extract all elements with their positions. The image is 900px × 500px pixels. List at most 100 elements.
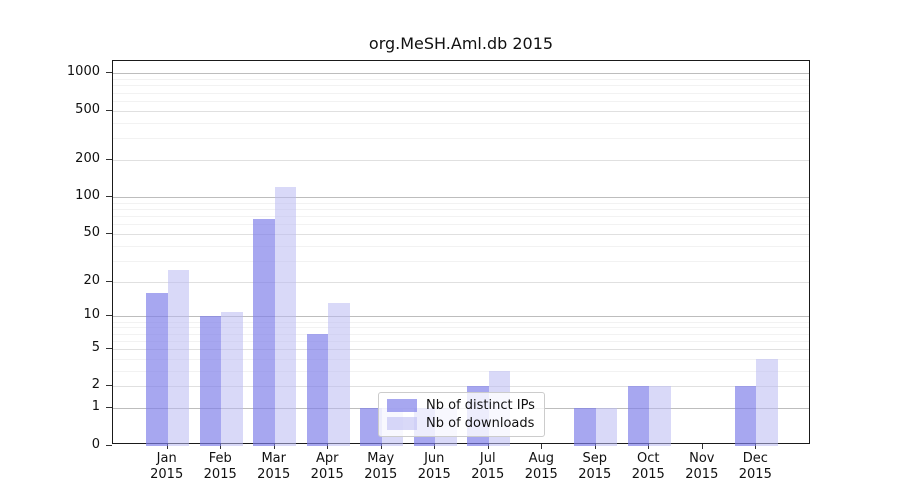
bar-downloads <box>221 311 243 446</box>
x-tick-label-year: 2015 <box>524 467 558 482</box>
x-tick-label-year: 2015 <box>417 467 451 482</box>
gridline-minor <box>113 260 809 262</box>
legend-row-distinct-ips: Nb of distinct IPs <box>387 398 536 413</box>
x-tick-label-year: 2015 <box>257 467 291 482</box>
gridline <box>113 196 809 198</box>
gridline-minor <box>113 327 809 329</box>
x-tick-label-year: 2015 <box>738 467 772 482</box>
y-tick-label: 2 <box>91 377 100 393</box>
bar-downloads <box>649 386 671 446</box>
y-tick-mark <box>106 315 112 317</box>
y-tick-mark <box>106 109 112 111</box>
legend-label-downloads: Nb of downloads <box>426 416 535 431</box>
y-tick-mark <box>106 407 112 409</box>
gridline-minor <box>113 138 809 140</box>
x-tick-label-month: Jul <box>479 451 496 466</box>
x-tick-label-year: 2015 <box>685 467 719 482</box>
gridline-minor <box>113 85 809 87</box>
gridline <box>113 349 809 350</box>
y-tick-label: 20 <box>83 272 100 288</box>
x-tick-mark <box>380 444 382 449</box>
legend: Nb of distinct IPs Nb of downloads <box>378 392 545 437</box>
bar-distinct-ips <box>306 333 329 446</box>
y-tick-label: 100 <box>75 187 100 203</box>
bar-distinct-ips <box>146 292 168 446</box>
x-tick-label-year: 2015 <box>631 467 665 482</box>
bar-downloads <box>167 270 190 446</box>
y-tick-mark <box>106 348 112 349</box>
y-tick-label: 10 <box>83 307 100 323</box>
bar-distinct-ips <box>253 219 275 446</box>
bar-distinct-ips <box>574 408 596 446</box>
bar-downloads <box>274 187 297 446</box>
x-tick-mark <box>273 444 275 449</box>
x-tick-mark <box>434 444 436 449</box>
bar-distinct-ips <box>734 386 757 446</box>
bar-distinct-ips <box>199 316 222 446</box>
bar-distinct-ips <box>627 386 650 446</box>
gridline-minor <box>113 245 809 247</box>
bar-downloads <box>756 358 778 446</box>
legend-swatch-downloads <box>387 417 417 430</box>
gridline-minor <box>113 215 809 217</box>
x-tick-mark <box>701 444 703 449</box>
y-tick-mark <box>106 232 112 234</box>
x-tick-label-month: Feb <box>208 451 232 466</box>
y-tick-mark <box>106 158 112 160</box>
gridline-minor <box>113 224 809 226</box>
gridline <box>113 281 809 283</box>
x-tick-label-year: 2015 <box>578 467 612 482</box>
gridline-minor <box>113 321 809 323</box>
gridline-minor <box>113 92 809 94</box>
gridline-minor <box>113 358 809 360</box>
x-tick-label-month: Apr <box>315 451 339 466</box>
gridline <box>113 386 809 388</box>
x-tick-label-year: 2015 <box>471 467 505 482</box>
y-tick-label: 1 <box>91 399 100 415</box>
x-tick-label-month: Dec <box>742 451 768 466</box>
gridline <box>113 316 809 318</box>
x-tick-label-year: 2015 <box>310 467 344 482</box>
y-tick-mark <box>106 72 112 74</box>
bar-downloads <box>595 408 618 446</box>
x-tick-label-month: May <box>367 451 395 466</box>
chart-title: org.MeSH.Aml.db 2015 <box>368 34 554 53</box>
x-tick-label-month: Aug <box>528 451 554 466</box>
y-tick-label: 500 <box>75 101 100 117</box>
gridline <box>113 110 809 112</box>
x-tick-mark <box>166 444 168 449</box>
gridline-minor <box>113 79 809 81</box>
y-tick-label: 1000 <box>66 64 100 80</box>
gridline <box>113 73 809 75</box>
y-tick-label: 5 <box>91 340 100 355</box>
x-tick-mark <box>487 444 489 449</box>
y-tick-label: 0 <box>91 436 100 452</box>
gridline-minor <box>113 333 809 335</box>
gridline-minor <box>113 100 809 102</box>
legend-label-distinct-ips: Nb of distinct IPs <box>426 398 535 413</box>
y-tick-mark <box>106 385 112 387</box>
gridline-minor <box>113 122 809 124</box>
x-tick-label-month: Mar <box>261 451 286 466</box>
x-tick-label-month: Sep <box>582 451 608 466</box>
x-tick-mark <box>541 444 543 449</box>
bar-distinct-ips <box>360 408 382 446</box>
x-tick-label-year: 2015 <box>203 467 237 482</box>
gridline <box>113 233 809 235</box>
x-tick-label-month: Jan <box>156 451 177 466</box>
y-tick-label: 200 <box>75 150 100 166</box>
x-tick-mark <box>327 444 329 449</box>
y-tick-mark <box>106 444 112 446</box>
bar-downloads <box>328 303 350 446</box>
x-tick-mark <box>594 444 596 449</box>
y-tick-mark <box>106 195 112 197</box>
x-tick-label-month: Jun <box>424 451 445 466</box>
legend-swatch-distinct-ips <box>387 399 417 412</box>
x-tick-mark <box>220 444 222 449</box>
y-tick-label: 50 <box>83 224 100 240</box>
x-tick-label-month: Oct <box>637 451 660 466</box>
x-tick-label-year: 2015 <box>364 467 398 482</box>
gridline-minor <box>113 340 809 342</box>
x-tick-label-month: Nov <box>689 451 715 466</box>
